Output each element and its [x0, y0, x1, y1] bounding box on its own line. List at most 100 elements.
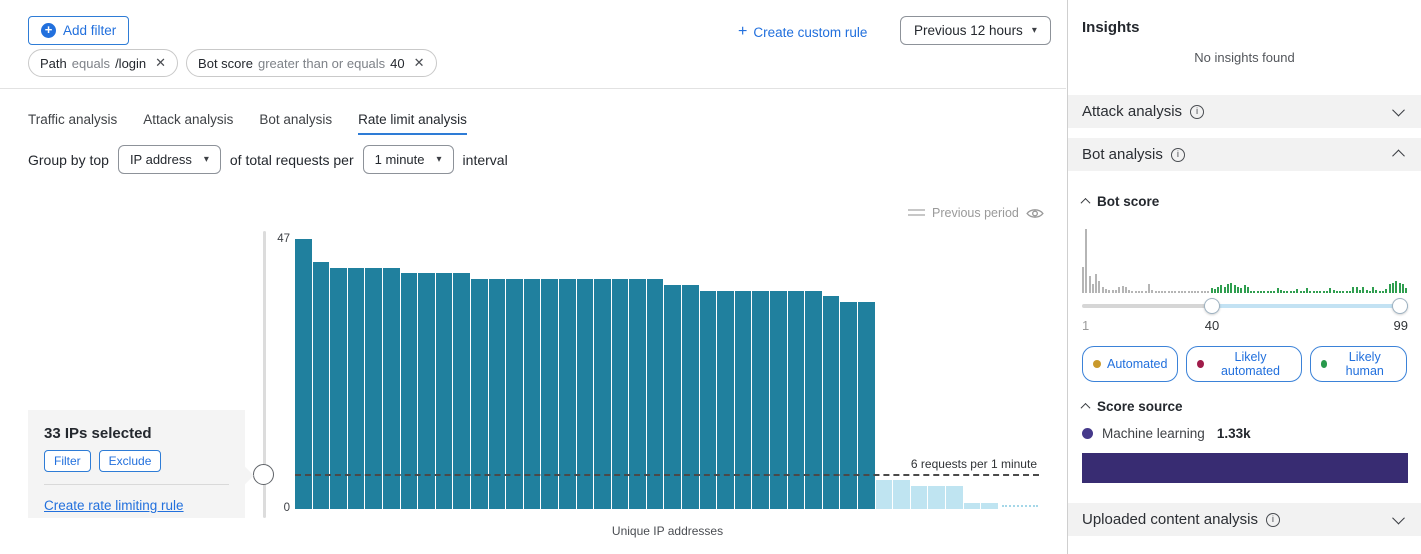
bot-score-histogram-bar — [1266, 291, 1269, 293]
slider-handle-min[interactable] — [1204, 298, 1220, 314]
selected-ip-bar[interactable] — [805, 290, 822, 509]
bot-score-histogram-bar — [1302, 291, 1305, 293]
bot-score-histogram-bar — [1131, 291, 1134, 293]
selected-ip-bar[interactable] — [312, 261, 330, 509]
selected-ip-bar[interactable] — [682, 284, 699, 509]
selected-ip-bar[interactable] — [523, 279, 541, 509]
bot-score-histogram-bar — [1128, 290, 1131, 293]
threshold-slider-track[interactable] — [263, 231, 266, 518]
info-icon[interactable]: i — [1265, 512, 1280, 527]
below-threshold-ip-bar[interactable] — [963, 503, 981, 509]
bot-score-histogram-bar — [1220, 285, 1223, 293]
bot-score-histogram-bar — [1184, 291, 1187, 293]
below-threshold-ip-bar[interactable] — [910, 486, 928, 509]
group-by-select[interactable]: IP address ▾ — [117, 145, 221, 174]
selected-ip-bar[interactable] — [752, 290, 770, 509]
filter-operator: equals — [71, 55, 111, 71]
below-threshold-ip-bar[interactable] — [981, 503, 998, 509]
create-custom-rule-link[interactable]: + Create custom rule — [738, 23, 867, 41]
bot-score-histogram-bar — [1236, 286, 1239, 293]
remove-filter-icon[interactable]: ✕ — [413, 55, 425, 70]
selected-ip-bar[interactable] — [347, 267, 365, 509]
remove-filter-icon[interactable]: ✕ — [155, 55, 167, 70]
slider-max-label: 99 — [1393, 318, 1408, 333]
selected-ip-bar[interactable] — [382, 267, 400, 509]
bot-score-histogram-bar — [1105, 289, 1108, 293]
score-source-bar[interactable] — [1082, 453, 1408, 483]
bot-analysis-section-header[interactable]: Bot analysis i — [1068, 138, 1421, 171]
selected-ip-bar[interactable] — [664, 284, 682, 509]
badge-automated[interactable]: Automated — [1082, 346, 1179, 382]
eye-icon[interactable] — [1026, 207, 1044, 220]
badge-dot — [1320, 360, 1328, 368]
bot-score-histogram-bar — [1339, 291, 1342, 293]
selected-ip-bar[interactable] — [453, 273, 470, 509]
attack-analysis-section-header[interactable]: Attack analysis i — [1068, 95, 1421, 128]
selected-ip-bar[interactable] — [488, 279, 506, 509]
bot-score-histogram-bar — [1134, 291, 1137, 293]
bot-score-histogram-bar — [1240, 287, 1243, 293]
filter-button[interactable]: Filter — [44, 450, 91, 472]
badge-likely-automated[interactable]: Likely automated — [1186, 346, 1302, 382]
slider-handle-max[interactable] — [1392, 298, 1408, 314]
bot-score-histogram — [1082, 229, 1408, 293]
selected-ip-bar[interactable] — [295, 239, 312, 509]
selected-ip-bar[interactable] — [840, 302, 857, 509]
create-rate-limiting-rule-link[interactable]: Create rate limiting rule — [44, 498, 184, 513]
selected-ip-bar[interactable] — [435, 273, 453, 509]
badge-likely-human[interactable]: Likely human — [1309, 346, 1407, 382]
below-threshold-ip-bar[interactable] — [875, 480, 893, 509]
below-threshold-ip-bar[interactable] — [893, 480, 910, 509]
selected-ip-bar[interactable] — [576, 279, 594, 509]
selected-ip-bar[interactable] — [541, 279, 558, 509]
time-range-dropdown[interactable]: Previous 12 hours ▾ — [900, 16, 1051, 45]
selected-ip-bar[interactable] — [822, 296, 840, 509]
filter-chip-path[interactable]: Path equals /login ✕ — [28, 49, 179, 77]
selected-ip-bar[interactable] — [365, 267, 382, 509]
exclude-button[interactable]: Exclude — [98, 450, 162, 472]
selected-ip-bar[interactable] — [629, 279, 646, 509]
selected-ip-bar[interactable] — [558, 279, 576, 509]
selected-ip-bar[interactable] — [506, 279, 523, 509]
selected-ip-bar[interactable] — [418, 273, 435, 509]
uploaded-content-section-header[interactable]: Uploaded content analysis i — [1068, 503, 1421, 536]
chevron-down-icon: ▾ — [1031, 25, 1037, 36]
selected-ip-bar[interactable] — [594, 279, 611, 509]
score-source-header[interactable]: Score source — [1080, 399, 1407, 414]
tab-bot-analysis[interactable]: Bot analysis — [259, 112, 333, 127]
interval-select[interactable]: 1 minute ▾ — [362, 145, 454, 174]
tab-rate-limit-analysis[interactable]: Rate limit analysis — [358, 112, 467, 135]
previous-period-swatch — [908, 208, 925, 218]
tab-attack-analysis[interactable]: Attack analysis — [143, 112, 234, 127]
bot-score-histogram-bar — [1345, 291, 1348, 293]
selected-ip-bar[interactable] — [400, 273, 418, 509]
selected-ip-bar[interactable] — [611, 279, 629, 509]
add-filter-button[interactable]: + Add filter — [28, 16, 130, 45]
bot-score-header[interactable]: Bot score — [1080, 194, 1407, 209]
below-threshold-ip-bar[interactable] — [945, 486, 963, 509]
filter-chip-bot-score[interactable]: Bot score greater than or equals 40 ✕ — [186, 49, 437, 77]
info-icon[interactable]: i — [1190, 104, 1205, 119]
selected-ip-bar[interactable] — [858, 302, 875, 509]
selected-ip-bar[interactable] — [770, 290, 787, 509]
selected-ip-bar[interactable] — [470, 279, 488, 509]
selected-ip-bar[interactable] — [646, 279, 664, 509]
bot-score-histogram-bar — [1174, 291, 1177, 293]
below-threshold-ip-bar[interactable] — [928, 486, 945, 509]
selected-ip-bar[interactable] — [699, 290, 717, 509]
bot-score-histogram-bar — [1395, 281, 1398, 293]
selected-ip-bar[interactable] — [330, 267, 347, 509]
tab-traffic-analysis[interactable]: Traffic analysis — [28, 112, 118, 127]
info-icon[interactable]: i — [1170, 147, 1185, 162]
time-range-label: Previous 12 hours — [914, 23, 1023, 38]
threshold-slider-handle[interactable] — [253, 464, 274, 485]
bot-score-histogram-bar — [1405, 287, 1408, 293]
bot-score-histogram-bar — [1296, 289, 1299, 293]
selected-ip-bar[interactable] — [717, 290, 734, 509]
bot-score-histogram-bar — [1325, 291, 1328, 293]
selected-ip-bar[interactable] — [787, 290, 805, 509]
bot-score-slider[interactable] — [1082, 298, 1408, 314]
selected-ip-bar[interactable] — [734, 290, 752, 509]
bot-score-histogram-bar — [1187, 291, 1190, 293]
bot-score-histogram-bar — [1203, 291, 1206, 293]
